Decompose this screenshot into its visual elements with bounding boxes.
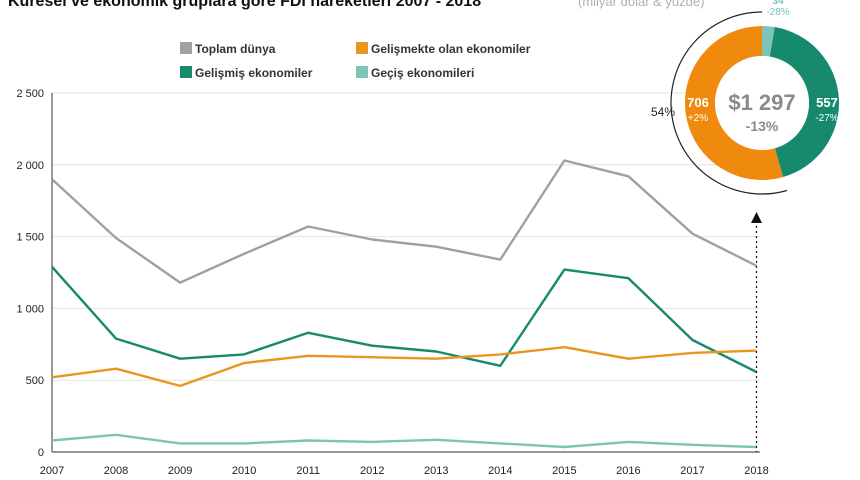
unit-note: (milyar dolar & yüzde): [578, 0, 704, 9]
x-tick-label: 2017: [680, 465, 704, 477]
legend-label-developed: Gelişmiş ekonomiler: [195, 66, 313, 80]
series-lines: [51, 159, 758, 449]
legend-swatch-transition: [356, 66, 368, 78]
x-tick-labels: 2007 2008 2009 2010 2011 2012 2013 2014 2015 2016…: [40, 465, 769, 477]
x-tick-label: 2014: [488, 465, 512, 477]
donut-segment-developed: [769, 27, 840, 178]
legend-swatch-total: [180, 42, 192, 54]
x-tick-label: 2011: [296, 465, 320, 477]
y-tick-label: 2 500: [16, 88, 44, 100]
donut-segment-developing: [685, 26, 784, 181]
x-tick-label: 2010: [232, 465, 256, 477]
series-line-3: [51, 433, 757, 449]
donut-share-label: 54%: [651, 105, 675, 119]
series-line-0: [51, 159, 758, 284]
pointer-arrow-icon: [751, 212, 762, 223]
legend-label-total: Toplam dünya: [195, 42, 276, 56]
donut-chart: $1 297 -13% 706 +2% 557 -27% 34 -28% 54%: [651, 0, 840, 195]
y-tick-label: 0: [38, 447, 44, 459]
donut-total-change: -13%: [746, 118, 779, 134]
donut-total-value: $1 297: [728, 90, 795, 115]
donut-transition-value: 34: [772, 0, 784, 7]
donut-hole: [715, 56, 809, 150]
line-chart: 0 500 1 000 1 500 2 000 2 500 2007 2008 2009 201…: [16, 88, 768, 477]
x-tick-label: 2007: [40, 465, 64, 477]
legend: Toplam dünya Gelişmekte olan ekonomiler …: [180, 42, 531, 80]
x-tick-label: 2015: [552, 465, 576, 477]
series-line-2: [51, 346, 757, 388]
y-tick-labels: 0 500 1 000 1 500 2 000 2 500: [16, 88, 44, 459]
x-tick-label: 2008: [104, 465, 128, 477]
gridlines: [52, 92, 760, 381]
x-tick-label: 2009: [168, 465, 192, 477]
x-tick-label: 2018: [744, 465, 768, 477]
donut-developed-change: -27%: [815, 113, 838, 124]
donut-segment-transition: [762, 26, 775, 57]
x-tick-label: 2012: [360, 465, 384, 477]
legend-label-developing: Gelişmekte olan ekonomiler: [371, 42, 531, 56]
y-tick-label: 2 000: [16, 160, 44, 172]
donut-transition-change: -28%: [766, 7, 789, 18]
x-tick-label: 2013: [424, 465, 448, 477]
y-tick-label: 500: [26, 375, 44, 387]
legend-label-transition: Geçiş ekonomileri: [371, 66, 474, 80]
share-bracket-arc: [670, 11, 788, 195]
donut-developed-value: 557: [816, 95, 838, 110]
y-tick-label: 1 000: [16, 303, 44, 315]
donut-developing-change: +2%: [688, 113, 708, 124]
donut-developing-value: 706: [687, 95, 709, 110]
series-line-1: [51, 266, 758, 374]
x-tick-label: 2016: [616, 465, 640, 477]
chart-title: Küresel ve ekonomik gruplara göre FDI ha…: [8, 0, 481, 10]
y-tick-label: 1 500: [16, 232, 44, 244]
legend-swatch-developing: [356, 42, 368, 54]
legend-swatch-developed: [180, 66, 192, 78]
